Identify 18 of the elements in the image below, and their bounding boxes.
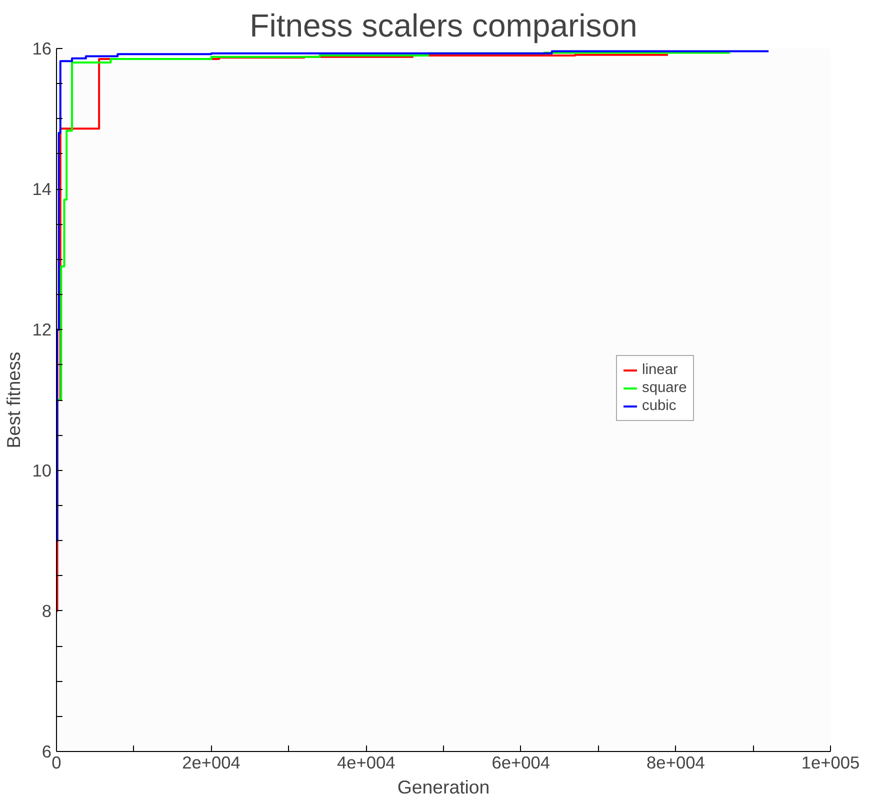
y-tick-label: 16	[32, 38, 52, 58]
chart-title: Fitness scalers comparison	[250, 8, 638, 44]
x-tick-label: 4e+004	[336, 752, 396, 772]
y-axis-title: Best fitness	[3, 352, 24, 448]
x-tick-label: 2e+004	[182, 752, 241, 772]
y-tick-label: 10	[32, 460, 52, 480]
y-tick-label: 8	[42, 600, 52, 621]
y-tick-label: 6	[42, 742, 52, 762]
x-tick-label: 8e+004	[646, 752, 706, 772]
x-tick-label: 0	[52, 752, 62, 772]
y-tick-label: 14	[32, 179, 52, 200]
x-tick-label: 6e+004	[492, 752, 550, 772]
legend-label: square	[642, 380, 687, 396]
x-axis-title: Generation	[397, 776, 490, 798]
x-tick-label: 1e+005	[801, 752, 860, 772]
legend-label: linear	[642, 362, 678, 378]
legend-label: cubic	[642, 398, 676, 414]
y-tick-label: 12	[32, 320, 52, 340]
